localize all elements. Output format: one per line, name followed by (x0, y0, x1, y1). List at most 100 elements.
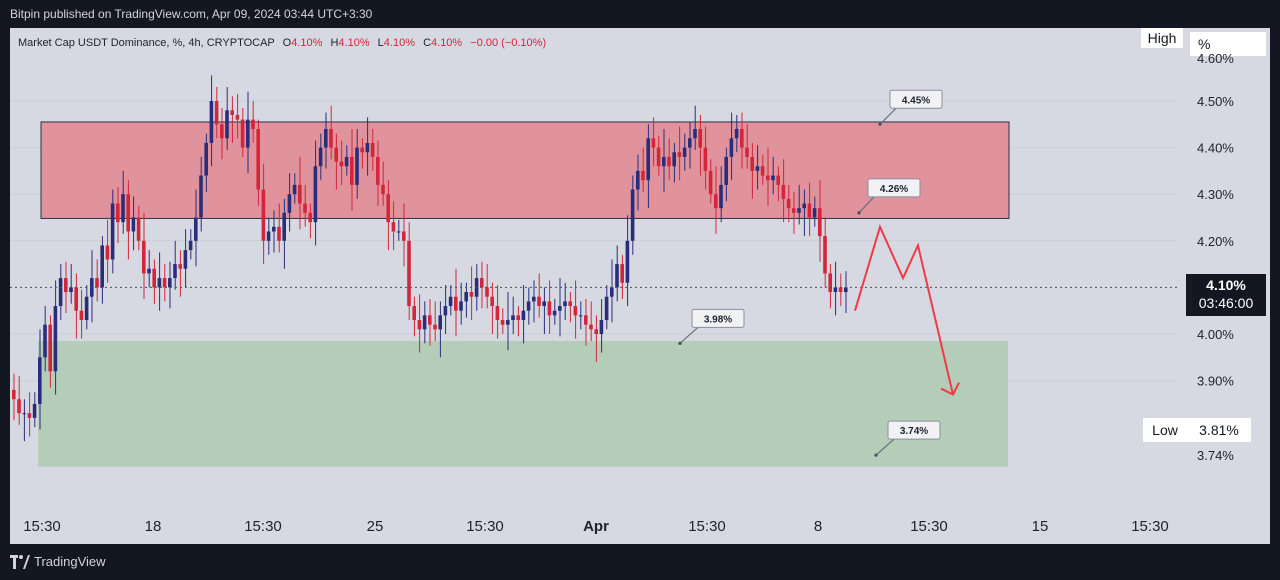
candle-body (58, 278, 63, 307)
tradingview-logo-icon (10, 555, 30, 569)
candle-body (360, 147, 364, 153)
x-tick-label: 15:30 (910, 518, 948, 535)
price-scale[interactable]: High % 4.60% 4.50% 4.40% 4.30% 4.20% 4.00% 3.… (1141, 28, 1266, 463)
countdown-label: 03:46:00 (1199, 295, 1254, 311)
candle-body (786, 198, 791, 209)
candle-body (214, 101, 219, 125)
candle-body (27, 413, 32, 418)
candle-body (131, 217, 136, 232)
candle-body (547, 301, 552, 316)
candle-body (266, 231, 271, 241)
candle-body (188, 240, 193, 251)
candle-body (495, 306, 500, 321)
high-label: High (1148, 30, 1177, 46)
candle-body (199, 175, 203, 218)
x-tick-label: 18 (145, 518, 162, 535)
support-zone (38, 340, 1008, 467)
candle-body (734, 128, 739, 139)
candle-body (313, 166, 318, 223)
candle-body (412, 306, 416, 321)
candle-body (558, 306, 562, 311)
candle-body (391, 222, 396, 232)
x-tick-label: 15:30 (244, 518, 282, 535)
candle-body (339, 161, 344, 167)
x-tick-label: 15:30 (688, 518, 726, 535)
callout-anchor (878, 122, 882, 126)
candle-body (625, 240, 630, 283)
candle-body (344, 156, 349, 167)
y-tick-labels: 4.50% 4.40% 4.30% 4.20% 4.00% 3.90% 3.74% (1197, 94, 1234, 463)
y-tick-label: 3.74% (1197, 448, 1234, 463)
candle-body (636, 170, 640, 190)
candle-body (194, 217, 198, 241)
callout-box (691, 308, 745, 328)
candle-body (43, 324, 47, 358)
legend-line: Market Cap USDT Dominance, %, 4h, CRYPTO… (18, 37, 546, 49)
unit-box[interactable] (1190, 32, 1266, 56)
candle-body (823, 236, 827, 274)
candle-body (292, 184, 297, 195)
candle-body (381, 184, 385, 195)
candle-body (755, 166, 760, 171)
legend-l-value: 4.10% (384, 37, 415, 49)
candle-body (152, 268, 156, 288)
candle-body (308, 212, 312, 223)
candle-body (402, 231, 406, 241)
candle-body (573, 306, 578, 316)
candle-body (693, 128, 697, 139)
candle-body (22, 413, 26, 415)
x-tick-label: 8 (814, 518, 822, 535)
candle-body (610, 287, 614, 297)
candle-body (516, 315, 520, 321)
candle-body (329, 128, 333, 148)
candle-body (792, 208, 796, 213)
candle-body (615, 264, 619, 288)
candle-body (833, 287, 838, 293)
candle-body (532, 296, 536, 302)
candle-body (287, 194, 292, 213)
x-tick-label: Apr (583, 518, 609, 535)
candle-body (766, 175, 770, 181)
candle-body (729, 138, 734, 157)
candle-body (589, 324, 593, 330)
callout-leader (875, 438, 895, 456)
x-tick-label: 15:30 (466, 518, 504, 535)
candle-body (79, 310, 84, 321)
legend-o-label: O (283, 37, 292, 49)
candle-body (708, 170, 713, 195)
y-tick-label: 3.90% (1197, 374, 1234, 389)
candle-body (703, 147, 708, 171)
callout-box (887, 420, 941, 440)
candle-body (511, 315, 515, 321)
legend-symbol: Market Cap USDT Dominance, %, 4h, CRYPTO… (18, 37, 275, 49)
candle-body (136, 217, 141, 241)
candle-body (521, 310, 526, 321)
candle-body (464, 292, 468, 302)
candle-body (230, 110, 234, 115)
callout-leader (679, 326, 699, 344)
candle-body (469, 292, 474, 297)
legend-c-label: C (423, 37, 431, 49)
legend-change: −0.00 (−0.10%) (470, 37, 546, 49)
candle-body (365, 142, 370, 153)
callout-box (867, 178, 921, 198)
candle-body (485, 287, 489, 297)
candle-body (594, 329, 598, 334)
candle-body (256, 128, 260, 190)
low-value: 3.81% (1199, 422, 1239, 438)
candle-body (802, 203, 806, 209)
candle-body (776, 175, 780, 185)
candle-body (225, 110, 229, 139)
low-value-box (1187, 418, 1251, 442)
candle-body (32, 403, 37, 418)
price-chart[interactable]: 4.45% 4.26% 3.98% 3.74% Market Cap USDT Dom… (10, 28, 1270, 544)
candle-body (95, 278, 99, 288)
candle-body (417, 320, 422, 330)
candle-body (370, 142, 375, 157)
candle-body (578, 315, 583, 317)
chart-area[interactable]: 4.45% 4.26% 3.98% 3.74% Market Cap USDT Dom… (10, 28, 1270, 544)
high-label-box (1141, 28, 1183, 48)
candle-body (604, 296, 609, 321)
candle-body (838, 287, 843, 293)
candle-body (142, 240, 146, 274)
